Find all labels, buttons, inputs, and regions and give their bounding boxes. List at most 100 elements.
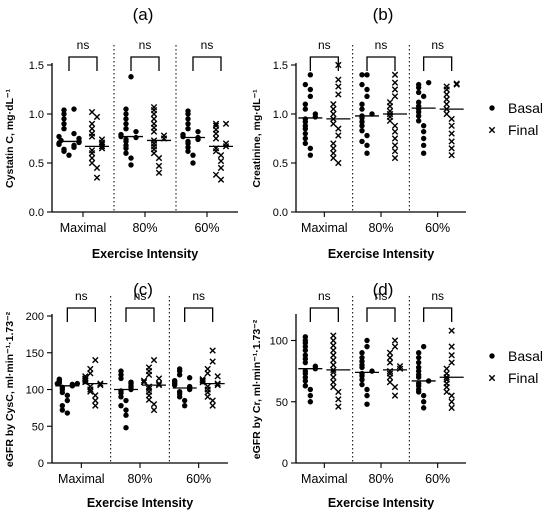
point-final — [199, 377, 206, 384]
point-basal — [61, 121, 67, 127]
point-final — [335, 83, 342, 90]
y-tick-label: 0 — [282, 458, 288, 470]
point-final-stroke-b — [199, 376, 206, 383]
point-final-stroke-b — [448, 343, 455, 350]
x-tick-label: 80% — [132, 221, 157, 235]
point-basal — [425, 79, 432, 86]
point-final — [93, 174, 101, 181]
point-final-stroke-b — [386, 359, 394, 366]
point-final — [150, 356, 158, 364]
point-final-stroke-b — [448, 359, 455, 366]
legend: Basal Final — [488, 100, 543, 138]
panel-title: (b) — [373, 5, 394, 24]
point-final — [82, 373, 89, 380]
panel-title: (a) — [133, 5, 154, 24]
point-final-stroke-b — [330, 383, 337, 391]
point-final-stroke-b — [150, 406, 158, 414]
y-tick-label: 100 — [270, 336, 288, 348]
point-basal — [364, 343, 370, 350]
significance-bracket — [184, 307, 214, 322]
legend-final-label: Final — [508, 370, 538, 386]
point-final-stroke-b — [330, 332, 337, 339]
point-basal — [420, 343, 427, 350]
point-final — [88, 130, 96, 137]
legend-final-marker-stroke-b — [488, 374, 496, 382]
point-basal — [123, 121, 129, 127]
point-final-stroke-b — [330, 101, 337, 108]
point-basal — [364, 72, 370, 78]
point-basal — [71, 130, 77, 137]
point-final — [140, 378, 148, 386]
point-final — [386, 378, 394, 386]
point-final — [443, 83, 450, 90]
point-final — [448, 138, 455, 145]
point-basal — [123, 111, 129, 117]
legend-final-marker-stroke-b — [488, 126, 496, 134]
point-basal — [359, 370, 365, 377]
y-tick-label: 0.0 — [273, 207, 288, 219]
point-final — [209, 402, 216, 409]
point-final — [150, 115, 158, 123]
point-final — [386, 354, 394, 361]
point-final — [391, 86, 399, 93]
point-final-stroke-b — [335, 388, 342, 396]
point-basal — [118, 368, 124, 374]
point-basal — [359, 138, 365, 145]
point-final-stroke-b — [155, 375, 163, 382]
point-final-stroke-b — [214, 373, 221, 380]
point-final — [330, 342, 337, 349]
point-basal — [171, 377, 178, 384]
point-final — [217, 157, 225, 165]
point-final — [330, 150, 337, 157]
point-basal — [61, 107, 67, 113]
point-final — [88, 154, 96, 162]
significance-bracket — [309, 56, 339, 71]
point-final — [92, 356, 99, 364]
legend-final-label: Final — [508, 122, 538, 138]
y-tick-label: 100 — [26, 385, 44, 397]
point-final-stroke-b — [330, 110, 337, 118]
point-final-stroke-b — [335, 403, 342, 410]
point-final — [386, 370, 394, 377]
point-final — [150, 406, 158, 414]
point-final — [150, 120, 158, 127]
point-basal — [118, 402, 124, 409]
point-final-stroke-b — [443, 110, 450, 118]
point-final — [443, 96, 450, 103]
point-basal — [59, 402, 66, 409]
point-final-stroke-b — [391, 343, 399, 350]
legend-basal-marker — [489, 353, 495, 359]
y-tick-label: 1.5 — [29, 60, 44, 72]
point-basal — [307, 152, 314, 158]
point-final — [330, 361, 337, 369]
point-final-stroke-b — [199, 377, 206, 384]
point-basal — [186, 375, 193, 381]
point-final-stroke-b — [448, 122, 455, 129]
point-final — [391, 79, 399, 86]
point-final-stroke-b — [448, 145, 455, 152]
point-final — [199, 376, 206, 383]
point-final-stroke-b — [448, 151, 455, 159]
point-basal — [364, 392, 370, 399]
point-basal — [302, 352, 309, 358]
point-final — [150, 103, 158, 111]
point-final-stroke-b — [204, 383, 211, 390]
point-final-stroke-b — [335, 125, 342, 132]
point-final — [88, 108, 96, 116]
point-basal — [185, 121, 191, 127]
point-basal — [185, 108, 191, 114]
point-basal — [364, 132, 370, 139]
point-final-stroke-b — [330, 120, 337, 127]
point-final-stroke-b — [209, 402, 216, 409]
point-final-stroke-b — [140, 378, 148, 386]
point-final-stroke-b — [386, 378, 394, 386]
point-basal — [359, 101, 365, 107]
point-final — [330, 101, 337, 108]
point-final-stroke-b — [443, 370, 450, 377]
y-tick-label: 200 — [26, 311, 44, 323]
point-final — [214, 373, 221, 380]
point-final-stroke-b — [391, 383, 399, 391]
y-axis-label: Cystatin C, mg·dL⁻¹ — [4, 89, 16, 188]
significance-bracket — [423, 56, 453, 71]
point-basal — [359, 119, 365, 125]
